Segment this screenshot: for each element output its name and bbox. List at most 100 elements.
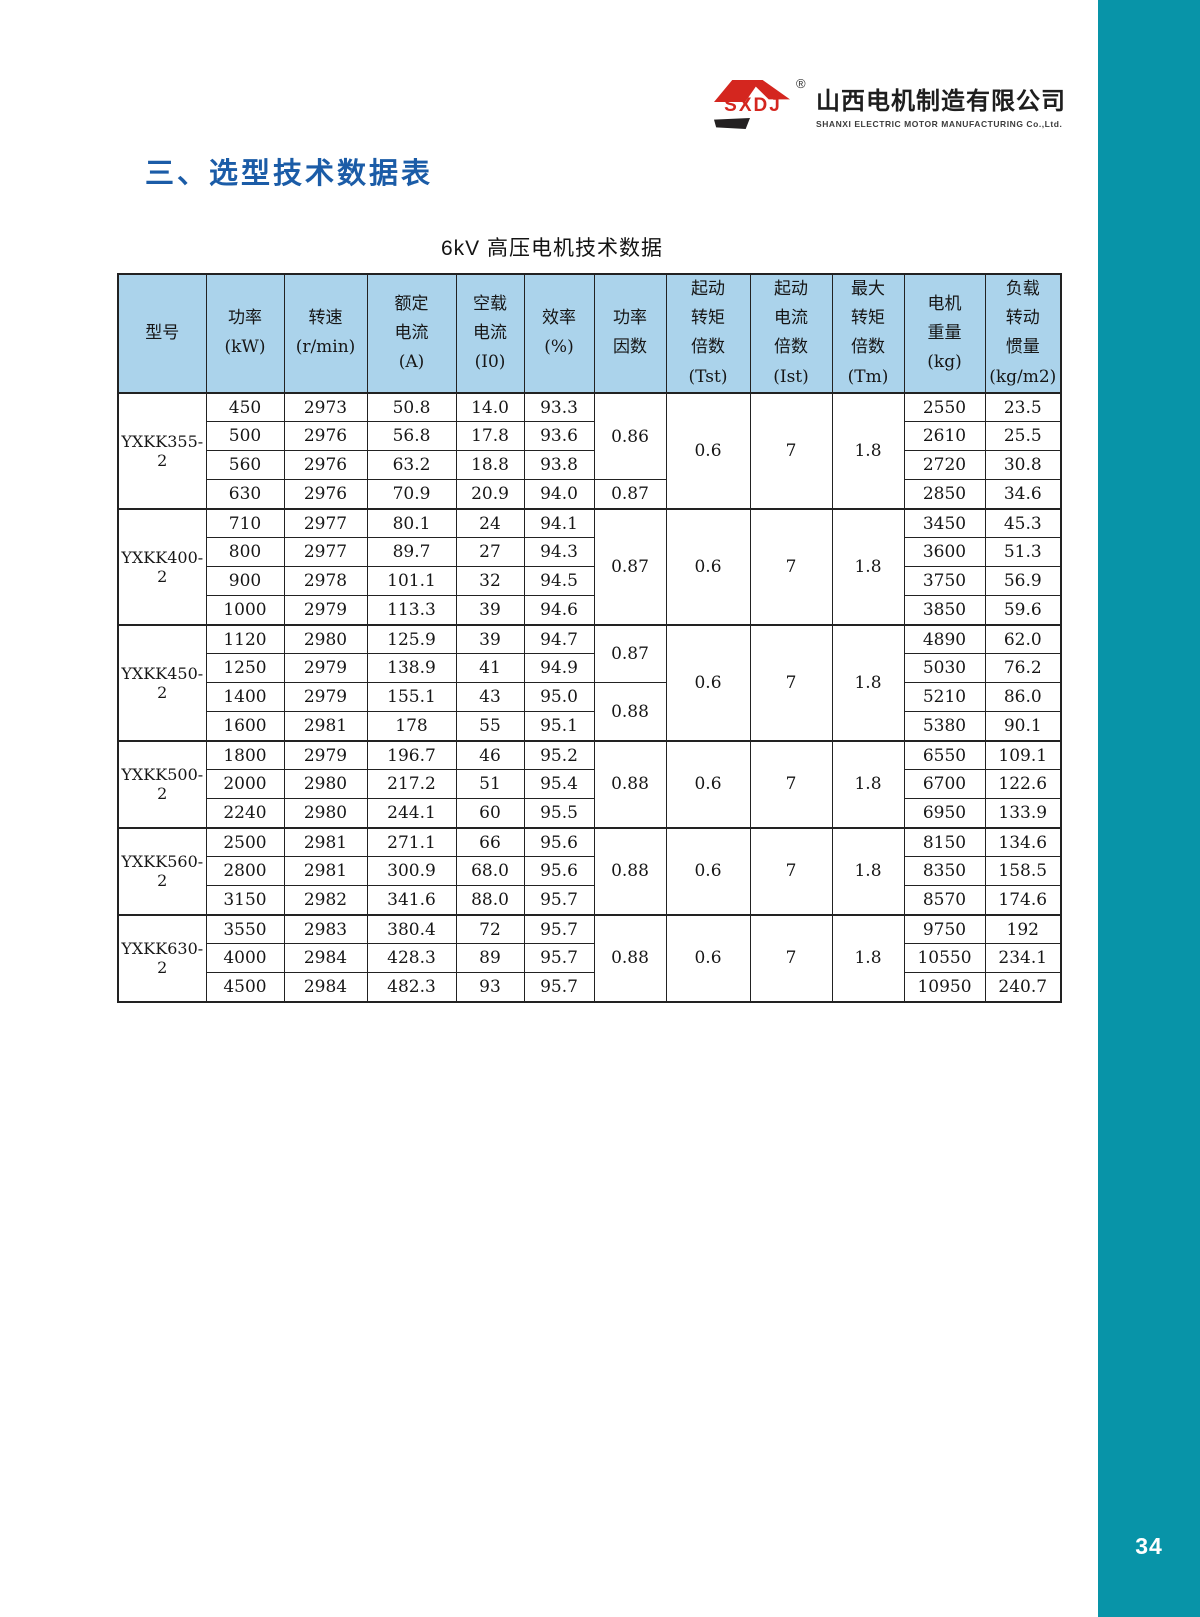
speed-cell: 2981 (283, 856, 368, 887)
speed-cell: 2984 (283, 943, 368, 974)
speed-cell: 2978 (283, 566, 368, 597)
max-torque-ratio-cell: 1.8 (831, 391, 905, 510)
inertia-cell: 23.5 (984, 391, 1062, 423)
col-header: 型号 (117, 273, 207, 394)
rated-current-cell: 155.1 (366, 682, 457, 713)
weight-cell: 10950 (903, 972, 986, 1003)
rated-current-cell: 341.6 (366, 885, 457, 916)
inertia-cell: 192 (984, 913, 1062, 945)
weight-cell: 10550 (903, 943, 986, 974)
weight-cell: 5210 (903, 682, 986, 713)
inertia-cell: 25.5 (984, 421, 1062, 452)
efficiency-cell: 93.6 (523, 421, 595, 452)
inertia-cell: 45.3 (984, 507, 1062, 539)
efficiency-cell: 94.9 (523, 653, 595, 684)
company-name-cn: 山西电机制造有限公司 (816, 88, 1066, 115)
power-cell: 3550 (205, 913, 285, 945)
efficiency-cell: 94.3 (523, 537, 595, 568)
sxdj-logo-icon: SXDJ ® (712, 76, 806, 130)
table-row: 560 2976 63.2 18.8 93.8 2720 30.8 (118, 450, 1062, 481)
noload-current-cell: 41 (455, 653, 525, 684)
speed-cell: 2979 (283, 653, 368, 684)
col-header: 效率 (%) (523, 273, 595, 394)
power-factor-cell: 0.88 (593, 739, 667, 829)
power-cell: 560 (205, 450, 285, 481)
table-row: 4000 2984 428.3 89 95.7 10550 234.1 (118, 943, 1062, 974)
weight-cell: 5030 (903, 653, 986, 684)
table-row: YXKK630-2 3550 2983 380.4 72 95.7 0.88 0.6 7 1.8 9… (117, 913, 1062, 1003)
weight-cell: 4890 (903, 623, 986, 655)
noload-current-cell: 20.9 (455, 479, 525, 510)
weight-cell: 2550 (903, 391, 986, 423)
weight-cell: 8570 (903, 885, 986, 916)
efficiency-cell: 95.6 (523, 826, 595, 858)
col-header: 空载 电流 (I0) (455, 273, 525, 394)
table-header: 型号 功率 (kW) 转速 (r/min) 额定 电流 (A) 空载 电流 (I0) 效率 (%) 功率因… (117, 273, 1062, 394)
efficiency-cell: 95.6 (523, 856, 595, 887)
table-row: YXKK560-2 2500 2981 271.1 66 95.6 0.88 0.6 7 1.8 8… (117, 826, 1062, 916)
header-row: 型号 功率 (kW) 转速 (r/min) 额定 电流 (A) 空载 电流 (I0) 效率 (%) 功率因… (117, 273, 1062, 394)
power-cell: 450 (205, 391, 285, 423)
weight-cell: 3850 (903, 595, 986, 626)
weight-cell: 3750 (903, 566, 986, 597)
inertia-cell: 109.1 (984, 739, 1062, 771)
table-title: 6kV 高压电机技术数据 (440, 237, 664, 260)
noload-current-cell: 17.8 (455, 421, 525, 452)
power-factor-cell: 0.88 (593, 682, 667, 742)
weight-cell: 6950 (903, 798, 986, 829)
inertia-cell: 76.2 (984, 653, 1062, 684)
table-row: 1000 2979 113.3 39 94.6 3850 59.6 (118, 595, 1062, 626)
inertia-cell: 51.3 (984, 537, 1062, 568)
noload-current-cell: 68.0 (455, 856, 525, 887)
power-cell: 1000 (205, 595, 285, 626)
noload-current-cell: 43 (455, 682, 525, 713)
efficiency-cell: 95.1 (523, 711, 595, 742)
speed-cell: 2980 (283, 769, 368, 800)
noload-current-cell: 51 (455, 769, 525, 800)
noload-current-cell: 66 (455, 826, 525, 858)
max-torque-ratio-cell: 1.8 (831, 507, 905, 626)
model-cell: YXKK630-2 (117, 913, 207, 1003)
power-cell: 3150 (205, 885, 285, 916)
inertia-cell: 34.6 (984, 479, 1062, 510)
speed-cell: 2981 (283, 711, 368, 742)
speed-cell: 2983 (283, 913, 368, 945)
table-row: YXKK500-2 1800 2979 196.7 46 95.2 0.88 0.6 7 1.8 6… (117, 739, 1062, 829)
power-cell: 800 (205, 537, 285, 568)
efficiency-cell: 93.3 (523, 391, 595, 423)
model-cell: YXKK400-2 (117, 507, 207, 626)
weight-cell: 2610 (903, 421, 986, 452)
table-row: 2800 2981 300.9 68.0 95.6 8350 158.5 (118, 856, 1062, 887)
efficiency-cell: 94.1 (523, 507, 595, 539)
inertia-cell: 86.0 (984, 682, 1062, 713)
power-factor-cell: 0.88 (593, 826, 667, 916)
power-cell: 4500 (205, 972, 285, 1003)
model-cell: YXKK500-2 (117, 739, 207, 829)
max-torque-ratio-cell: 1.8 (831, 739, 905, 829)
rated-current-cell: 70.9 (366, 479, 457, 510)
starting-torque-ratio-cell: 0.6 (665, 391, 751, 510)
speed-cell: 2977 (283, 537, 368, 568)
power-factor-cell: 0.86 (593, 391, 667, 481)
noload-current-cell: 14.0 (455, 391, 525, 423)
rated-current-cell: 89.7 (366, 537, 457, 568)
efficiency-cell: 94.5 (523, 566, 595, 597)
starting-current-ratio-cell: 7 (749, 507, 833, 626)
weight-cell: 9750 (903, 913, 986, 945)
noload-current-cell: 60 (455, 798, 525, 829)
rated-current-cell: 113.3 (366, 595, 457, 626)
noload-current-cell: 46 (455, 739, 525, 771)
efficiency-cell: 95.0 (523, 682, 595, 713)
power-cell: 2240 (205, 798, 285, 829)
motor-spec-table: 型号 功率 (kW) 转速 (r/min) 额定 电流 (A) 空载 电流 (I0) 效率 (%) 功率因… (117, 273, 1062, 1003)
weight-cell: 5380 (903, 711, 986, 742)
col-header: 电机 重量 (kg) (903, 273, 986, 394)
power-factor-cell: 0.88 (593, 913, 667, 1003)
starting-torque-ratio-cell: 0.6 (665, 739, 751, 829)
model-cell: YXKK450-2 (117, 623, 207, 742)
max-torque-ratio-cell: 1.8 (831, 913, 905, 1003)
inertia-cell: 158.5 (984, 856, 1062, 887)
weight-cell: 8150 (903, 826, 986, 858)
rated-current-cell: 244.1 (366, 798, 457, 829)
starting-current-ratio-cell: 7 (749, 391, 833, 510)
